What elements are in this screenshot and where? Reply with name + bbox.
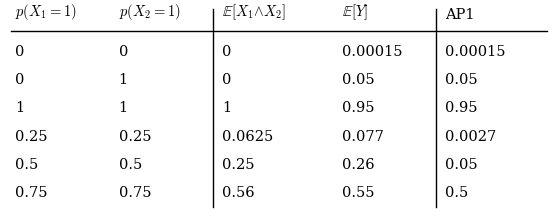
Text: 0.95: 0.95 — [341, 102, 374, 115]
Text: 0.0027: 0.0027 — [445, 130, 496, 144]
Text: 1: 1 — [223, 102, 232, 115]
Text: $p(X_2{=}1)$: $p(X_2{=}1)$ — [118, 2, 180, 22]
Text: 0.05: 0.05 — [341, 73, 374, 87]
Text: 0: 0 — [118, 45, 128, 59]
Text: 0.5: 0.5 — [118, 158, 142, 172]
Text: 1: 1 — [118, 73, 128, 87]
Text: 1: 1 — [118, 102, 128, 115]
Text: 0.95: 0.95 — [445, 102, 478, 115]
Text: 0: 0 — [223, 45, 232, 59]
Text: 0.26: 0.26 — [341, 158, 374, 172]
Text: 1: 1 — [15, 102, 25, 115]
Text: AP1: AP1 — [445, 8, 474, 22]
Text: 0.25: 0.25 — [15, 130, 48, 144]
Text: 0.25: 0.25 — [223, 158, 255, 172]
Text: 0: 0 — [223, 73, 232, 87]
Text: 0.05: 0.05 — [445, 158, 478, 172]
Text: 0.75: 0.75 — [15, 186, 48, 200]
Text: 0.00015: 0.00015 — [445, 45, 506, 59]
Text: $\mathbb{E}[Y]$: $\mathbb{E}[Y]$ — [341, 2, 368, 22]
Text: $p(X_1{=}1)$: $p(X_1{=}1)$ — [15, 2, 77, 22]
Text: 0.25: 0.25 — [118, 130, 151, 144]
Text: 0.05: 0.05 — [445, 73, 478, 87]
Text: 0.75: 0.75 — [118, 186, 151, 200]
Text: 0.0625: 0.0625 — [223, 130, 273, 144]
Text: 0.077: 0.077 — [341, 130, 383, 144]
Text: 0.55: 0.55 — [341, 186, 374, 200]
Text: 0.00015: 0.00015 — [341, 45, 402, 59]
Text: $\mathbb{E}[X_1{\wedge}X_2]$: $\mathbb{E}[X_1{\wedge}X_2]$ — [223, 2, 286, 22]
Text: 0: 0 — [15, 73, 25, 87]
Text: 0.5: 0.5 — [445, 186, 468, 200]
Text: 0.5: 0.5 — [15, 158, 39, 172]
Text: 0: 0 — [15, 45, 25, 59]
Text: 0.56: 0.56 — [223, 186, 255, 200]
